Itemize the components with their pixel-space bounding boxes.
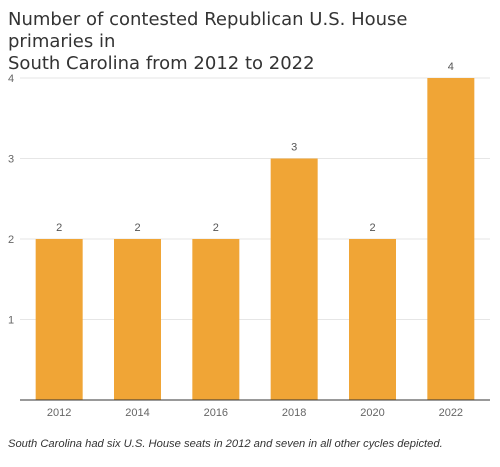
y-tick-label: 2 — [8, 234, 14, 246]
bar-2020 — [349, 239, 396, 400]
data-label-2022: 4 — [448, 61, 454, 73]
chart-title-line-1: Number of contested Republican U.S. Hous… — [8, 9, 408, 52]
data-label-2018: 3 — [291, 142, 297, 154]
data-label-2016: 2 — [213, 222, 219, 234]
chart-title-line-2: South Carolina from 2012 to 2022 — [8, 53, 315, 74]
x-tick-label-2012: 2012 — [47, 407, 71, 419]
x-tick-label-2016: 2016 — [204, 407, 228, 419]
data-label-2012: 2 — [56, 222, 62, 234]
y-axis-tick-labels: 1 2 3 4 — [8, 73, 14, 327]
x-tick-label-2020: 2020 — [360, 407, 384, 419]
bar-2014 — [114, 239, 161, 400]
x-axis-tick-labels: 2012 2014 2016 2018 2020 2022 — [47, 407, 463, 419]
bar-2022 — [427, 78, 475, 400]
data-labels: 2 2 2 3 2 4 — [56, 61, 454, 234]
data-label-2020: 2 — [369, 222, 375, 234]
y-tick-label: 1 — [8, 315, 14, 327]
data-label-2014: 2 — [134, 222, 140, 234]
bar-2018 — [270, 158, 318, 400]
footnote: South Carolina had six U.S. House seats … — [8, 438, 443, 450]
y-tick-label: 4 — [8, 73, 14, 85]
bar-2016 — [192, 239, 240, 400]
x-tick-label-2014: 2014 — [125, 407, 149, 419]
x-tick-label-2022: 2022 — [439, 407, 463, 419]
bars — [35, 78, 475, 400]
chart-title: Number of contested Republican U.S. Hous… — [8, 9, 478, 75]
gridlines — [20, 77, 490, 320]
x-tick-label-2018: 2018 — [282, 407, 306, 419]
y-tick-label: 3 — [8, 154, 14, 166]
bar-2012 — [35, 239, 83, 400]
